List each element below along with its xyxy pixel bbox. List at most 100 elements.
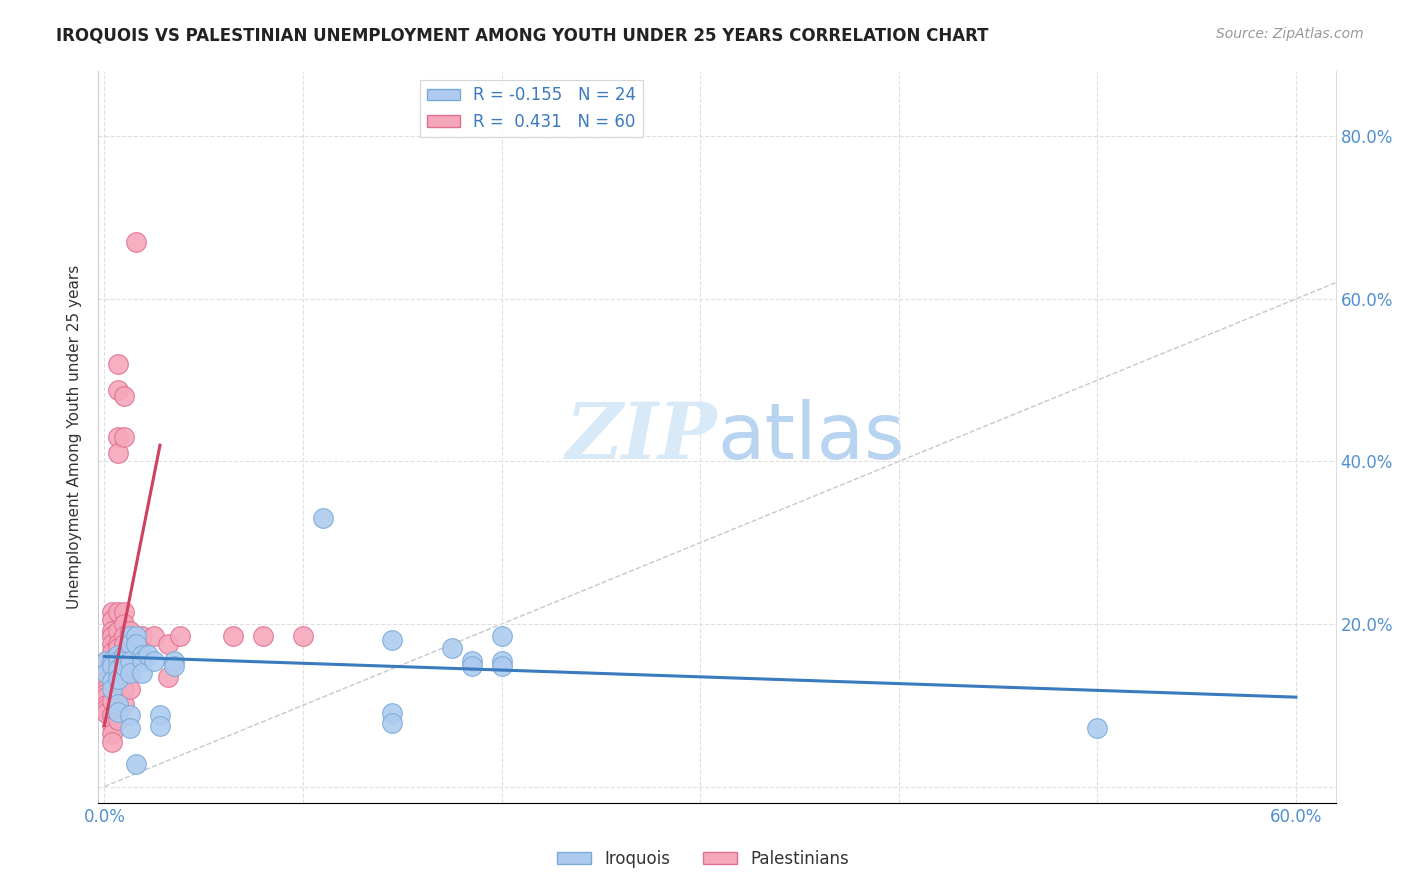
Point xyxy=(120,637,142,651)
Text: atlas: atlas xyxy=(717,399,904,475)
Point xyxy=(107,624,129,638)
Point xyxy=(107,673,129,688)
Point xyxy=(101,629,124,643)
Point xyxy=(112,654,135,668)
Point xyxy=(101,718,124,732)
Point xyxy=(1085,721,1108,735)
Point xyxy=(252,629,274,643)
Point xyxy=(491,659,513,673)
Y-axis label: Unemployment Among Youth under 25 years: Unemployment Among Youth under 25 years xyxy=(67,265,83,609)
Point xyxy=(163,659,186,673)
Point xyxy=(96,665,118,680)
Point xyxy=(101,654,124,668)
Point xyxy=(120,681,142,696)
Point xyxy=(125,629,148,643)
Legend: Iroquois, Palestinians: Iroquois, Palestinians xyxy=(551,844,855,875)
Point xyxy=(120,624,142,638)
Point xyxy=(381,706,404,721)
Point xyxy=(107,654,129,668)
Point xyxy=(101,735,124,749)
Point xyxy=(461,654,484,668)
Point xyxy=(107,648,129,662)
Point xyxy=(101,681,124,696)
Point xyxy=(125,637,148,651)
Text: Source: ZipAtlas.com: Source: ZipAtlas.com xyxy=(1216,27,1364,41)
Point xyxy=(101,670,124,684)
Point xyxy=(107,641,129,656)
Point xyxy=(136,648,159,662)
Point xyxy=(112,659,135,673)
Point xyxy=(101,605,124,619)
Point xyxy=(125,756,148,771)
Point xyxy=(112,654,135,668)
Point xyxy=(461,659,484,673)
Point xyxy=(107,605,129,619)
Point xyxy=(107,383,129,397)
Point xyxy=(107,697,129,711)
Point xyxy=(112,389,135,403)
Point xyxy=(112,648,135,662)
Point xyxy=(101,662,124,676)
Point xyxy=(96,686,118,700)
Point xyxy=(291,629,314,643)
Point xyxy=(120,648,142,662)
Point xyxy=(120,721,142,735)
Point xyxy=(96,706,118,721)
Point xyxy=(112,637,135,651)
Point xyxy=(107,662,129,676)
Point xyxy=(156,670,179,684)
Point xyxy=(381,633,404,648)
Point xyxy=(96,673,118,688)
Point xyxy=(101,645,124,659)
Point xyxy=(491,629,513,643)
Point xyxy=(107,637,129,651)
Point xyxy=(112,665,135,680)
Point xyxy=(156,637,179,651)
Point xyxy=(101,673,124,688)
Point xyxy=(120,654,142,668)
Point xyxy=(107,430,129,444)
Point xyxy=(107,713,129,727)
Point xyxy=(120,637,142,651)
Point xyxy=(107,673,129,687)
Point xyxy=(101,654,124,668)
Point xyxy=(107,681,129,696)
Point xyxy=(222,629,245,643)
Point xyxy=(96,681,118,696)
Point xyxy=(120,708,142,723)
Point xyxy=(112,617,135,632)
Point xyxy=(112,697,135,711)
Point xyxy=(125,235,148,249)
Point xyxy=(143,629,166,643)
Text: IROQUOIS VS PALESTINIAN UNEMPLOYMENT AMONG YOUTH UNDER 25 YEARS CORRELATION CHAR: IROQUOIS VS PALESTINIAN UNEMPLOYMENT AMO… xyxy=(56,27,988,45)
Point xyxy=(96,662,118,676)
Point xyxy=(96,690,118,705)
Point xyxy=(120,665,142,680)
Point xyxy=(149,708,172,723)
Point xyxy=(96,702,118,716)
Point xyxy=(96,654,118,668)
Text: ZIP: ZIP xyxy=(565,399,717,475)
Point xyxy=(101,694,124,708)
Point xyxy=(491,654,513,668)
Point xyxy=(107,705,129,719)
Point xyxy=(112,629,135,643)
Point xyxy=(101,708,124,723)
Point xyxy=(101,613,124,627)
Point xyxy=(107,446,129,460)
Point xyxy=(101,727,124,741)
Point xyxy=(112,430,135,444)
Point xyxy=(101,624,124,638)
Point xyxy=(440,641,463,656)
Point xyxy=(101,659,124,673)
Point xyxy=(112,605,135,619)
Legend: R = -0.155   N = 24, R =  0.431   N = 60: R = -0.155 N = 24, R = 0.431 N = 60 xyxy=(420,79,643,137)
Point xyxy=(96,698,118,713)
Point xyxy=(120,629,142,643)
Point xyxy=(107,665,129,680)
Point xyxy=(312,511,335,525)
Point xyxy=(96,654,118,668)
Point xyxy=(131,648,153,662)
Point xyxy=(120,665,142,680)
Point xyxy=(131,665,153,680)
